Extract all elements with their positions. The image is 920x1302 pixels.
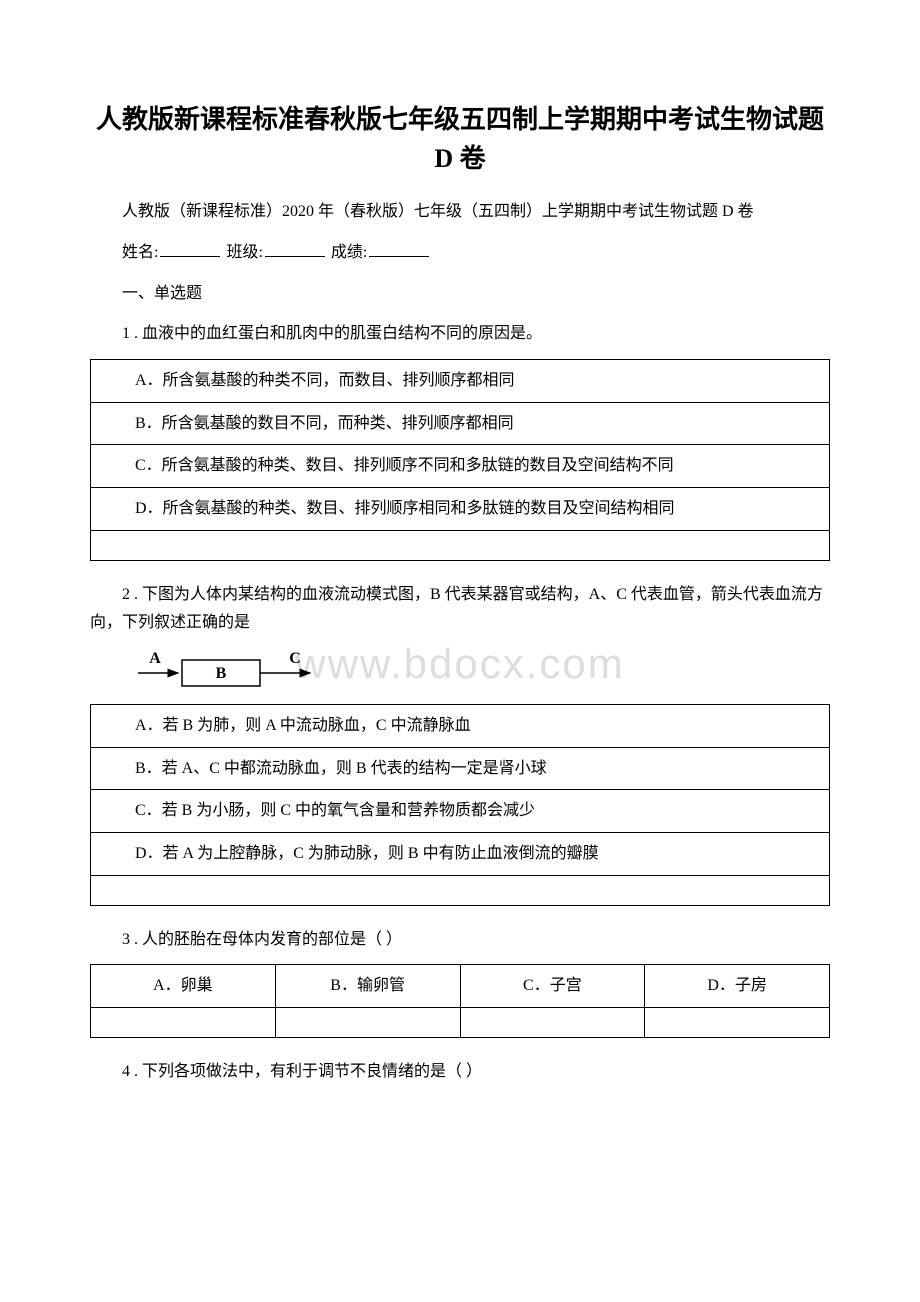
question-3-text: 3 . 人的胚胎在母体内发育的部位是（ ） — [90, 926, 830, 955]
name-blank — [160, 256, 220, 257]
question-2-diagram: A B C — [130, 648, 830, 688]
q3-empty-c — [460, 1007, 645, 1037]
q1-empty-row — [91, 530, 830, 560]
diagram-label-a: A — [149, 650, 161, 667]
form-fields: 姓名: 班级: 成绩: — [90, 239, 830, 268]
name-label: 姓名: — [122, 244, 158, 261]
section-header: 一、单选题 — [90, 280, 830, 309]
q3-option-b: B．输卵管 — [275, 965, 460, 1008]
q3-empty-a — [91, 1007, 276, 1037]
q2-option-c: C．若 B 为小肠，则 C 中的氧气含量和营养物质都会减少 — [91, 790, 830, 833]
question-2-text: 2 . 下图为人体内某结构的血液流动模式图，B 代表某器官或结构，A、C 代表血… — [90, 581, 830, 639]
document-subtitle: 人教版（新课程标准）2020 年（春秋版）七年级（五四制）上学期期中考试生物试题… — [90, 198, 830, 227]
flow-diagram-svg: A B C — [130, 648, 350, 688]
q2-option-d: D．若 A 为上腔静脉，C 为肺动脉，则 B 中有防止血液倒流的瓣膜 — [91, 832, 830, 875]
q3-empty-b — [275, 1007, 460, 1037]
q2-option-b: B．若 A、C 中都流动脉血，则 B 代表的结构一定是肾小球 — [91, 747, 830, 790]
q3-option-d: D．子房 — [645, 965, 830, 1008]
q3-empty-d — [645, 1007, 830, 1037]
diagram-label-b: B — [216, 665, 227, 682]
q1-option-a: A．所含氨基酸的种类不同，而数目、排列顺序都相同 — [91, 360, 830, 403]
q2-option-a: A．若 B 为肺，则 A 中流动脉血，C 中流静脉血 — [91, 705, 830, 748]
question-3-options-table: A．卵巢 B．输卵管 C．子宫 D．子房 — [90, 964, 830, 1038]
class-blank — [265, 256, 325, 257]
class-label: 班级: — [226, 244, 262, 261]
score-label: 成绩: — [331, 244, 367, 261]
q1-option-d: D．所含氨基酸的种类、数目、排列顺序相同和多肽链的数目及空间结构相同 — [91, 487, 830, 530]
document-container: www.bdocx.com 人教版新课程标准春秋版七年级五四制上学期期中考试生物… — [90, 100, 830, 1087]
question-4-text: 4 . 下列各项做法中，有利于调节不良情绪的是（ ） — [90, 1058, 830, 1087]
q1-option-c: C．所含氨基酸的种类、数目、排列顺序不同和多肽链的数目及空间结构不同 — [91, 445, 830, 488]
score-blank — [369, 256, 429, 257]
question-1-options-table: A．所含氨基酸的种类不同，而数目、排列顺序都相同 B．所含氨基酸的数目不同，而种… — [90, 359, 830, 560]
question-2-options-table: A．若 B 为肺，则 A 中流动脉血，C 中流静脉血 B．若 A、C 中都流动脉… — [90, 704, 830, 905]
q3-option-a: A．卵巢 — [91, 965, 276, 1008]
question-1-text: 1 . 血液中的血红蛋白和肌肉中的肌蛋白结构不同的原因是。 — [90, 320, 830, 349]
diagram-label-c: C — [289, 650, 301, 667]
q1-option-b: B．所含氨基酸的数目不同，而种类、排列顺序都相同 — [91, 402, 830, 445]
document-title: 人教版新课程标准春秋版七年级五四制上学期期中考试生物试题 D 卷 — [90, 100, 830, 178]
q2-empty-row — [91, 875, 830, 905]
q3-option-c: C．子宫 — [460, 965, 645, 1008]
